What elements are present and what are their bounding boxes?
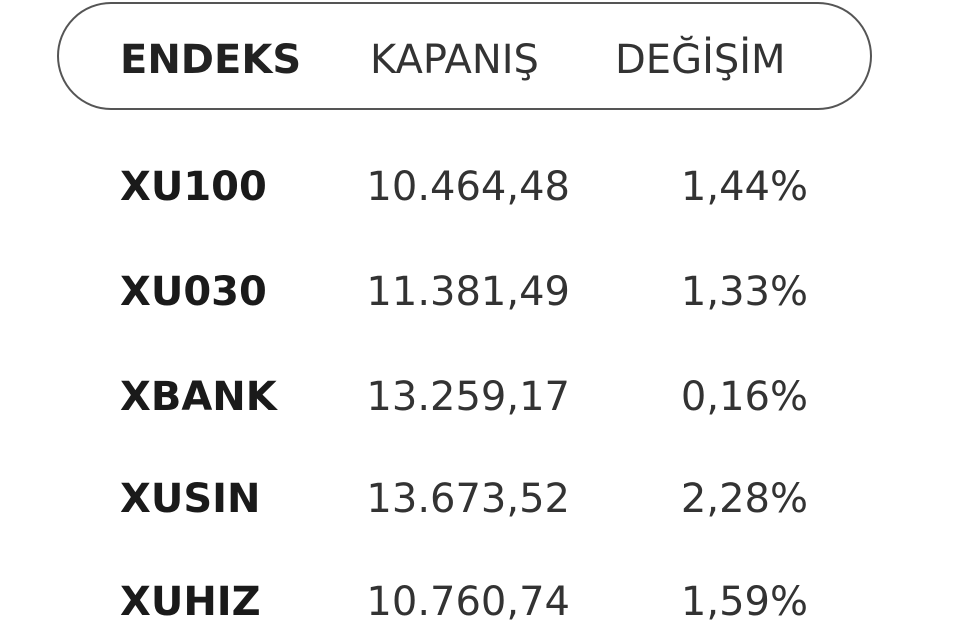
header-index: ENDEKS [120, 37, 302, 83]
table-row: XU030 11.381,49 1,33% [0, 270, 960, 330]
index-name: XUSIN [120, 476, 261, 522]
change-value: 1,44% [680, 164, 808, 210]
table-row: XUSIN 13.673,52 2,28% [0, 477, 960, 537]
index-name: XBANK [120, 374, 277, 420]
close-value: 10.760,74 [366, 579, 570, 625]
change-value: 0,16% [680, 374, 808, 420]
index-name: XU030 [120, 269, 267, 315]
index-name: XU100 [120, 164, 267, 210]
change-value: 1,33% [680, 269, 808, 315]
header-close: KAPANIŞ [370, 37, 539, 83]
table-row: XBANK 13.259,17 0,16% [0, 375, 960, 435]
table-header [57, 2, 872, 110]
close-value: 13.673,52 [366, 476, 570, 522]
header-change: DEĞİŞİM [615, 37, 786, 83]
index-name: XUHIZ [120, 579, 261, 625]
change-value: 1,59% [680, 579, 808, 625]
close-value: 11.381,49 [366, 269, 570, 315]
table-row: XU100 10.464,48 1,44% [0, 165, 960, 225]
close-value: 10.464,48 [366, 164, 570, 210]
close-value: 13.259,17 [366, 374, 570, 420]
table-row: XUHIZ 10.760,74 1,59% [0, 580, 960, 640]
change-value: 2,28% [680, 476, 808, 522]
